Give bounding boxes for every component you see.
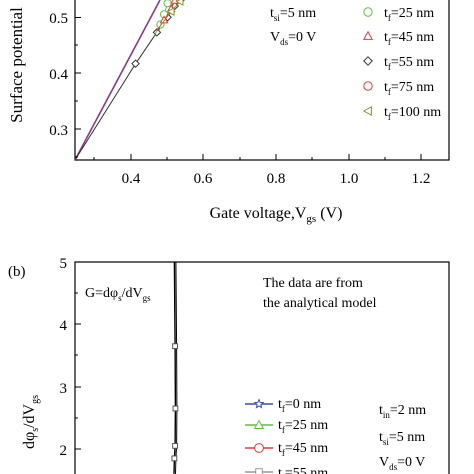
legend-marker [253,398,265,409]
y-tick-label: 5 [60,256,68,272]
panel-a-series [74,0,185,161]
data-point [172,343,178,350]
legend-marker [255,468,263,474]
x-tick-label: 1.0 [340,171,359,187]
panel-b: (b) 5 4 3 2 dφs/dVgs G=dφs/dVgs The data… [8,256,450,474]
param-text: Vds=0 V [379,455,425,472]
legend-marker [363,7,373,17]
x-tick-label: 0.4 [122,171,141,187]
data-point [171,455,178,462]
y-tick-label: 0.3 [49,123,68,139]
legend-label: tf=45 nm [384,30,434,47]
data-point [163,0,172,8]
legend-marker [254,443,264,453]
legend-marker [362,105,372,117]
legend-marker [362,30,374,40]
panel-b-series [171,261,179,474]
series-line [156,0,176,32]
panel-b-frame [74,261,450,474]
note-line: The data are from [263,276,363,291]
data-point [166,7,175,17]
reference-line [74,0,161,161]
x-tick-label: 0.8 [267,171,286,187]
param-text: tsi=5 nm [270,6,316,23]
legend-label: tf=45 nm [278,441,328,458]
panel-a-y-axis: 0.5 0.4 0.3 Surface potential [7,7,81,158]
y-tick-label: 3 [60,381,68,397]
legend-marker [363,81,373,91]
panel-a-frame [74,0,450,161]
data-point [159,15,169,24]
legend-label: tf=100 nm [384,105,441,122]
panel-a-legend: tf=25 nm tf=45 nm tf=55 nm tf=75 nm tf=1… [362,6,441,122]
legend-label: tf=55 nm [384,55,434,72]
y-axis-label: dφs/dVgs [21,395,41,449]
legend-label: tf=25 nm [278,418,328,435]
note-line: the analytical model [263,296,377,311]
panel-a-x-axis: 0.4 0.6 0.8 1.0 1.2 Gate voltage,Vgs (V) [93,154,431,225]
param-text: tin=2 nm [379,403,426,420]
formula-text: G=dφs/dVgs [85,286,151,303]
series-line [173,261,177,474]
legend-label: tf=25 nm [384,6,434,23]
y-tick-label: 2 [60,443,68,459]
legend-label: tf=75 nm [384,80,434,97]
x-tick-label: 0.6 [194,171,213,187]
y-tick-label: 0.4 [49,67,68,83]
panel-b-legend: tf=0 nm tf=25 nm tf=45 nm tf=55 nm [245,397,328,474]
legend-marker [253,419,265,430]
param-text: tsi=5 nm [379,430,425,447]
y-tick-label: 4 [60,318,68,334]
series-line [74,0,182,161]
param-text: Vds=0 V [270,30,316,47]
legend-label: tf=0 nm [278,397,321,414]
data-point [175,0,184,6]
data-point [170,0,180,4]
panel-a: 0.5 0.4 0.3 Surface potential 0.4 0.6 0.… [7,0,450,225]
legend-marker [363,56,373,66]
panel-b-y-axis: 5 4 3 2 dφs/dVgs [21,256,81,459]
y-tick-label: 0.5 [49,11,68,27]
data-point [131,59,140,68]
x-tick-label: 1.2 [412,171,431,187]
legend-label: tf=55 nm [278,466,328,474]
y-axis-label: Surface potential [7,7,26,123]
data-point [172,442,178,449]
panel-label: (b) [8,264,26,280]
data-point [172,405,179,412]
x-axis-label: Gate voltage,Vgs (V) [210,205,343,225]
